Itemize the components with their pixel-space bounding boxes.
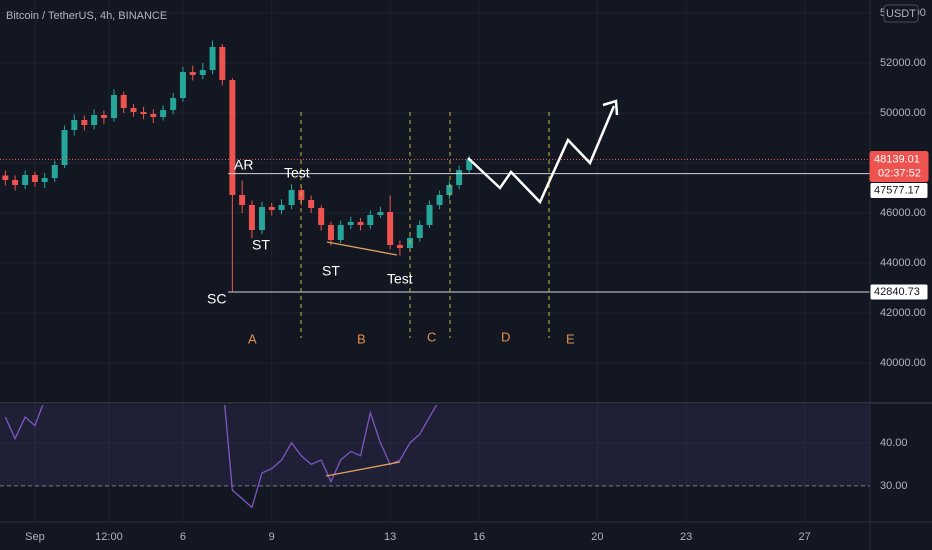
- rsi-trend-line: [325, 461, 401, 477]
- candle-body: [199, 70, 206, 75]
- candle-body: [377, 212, 384, 215]
- projection-arrowhead: [602, 99, 619, 116]
- price-tag: [869, 283, 929, 301]
- currency-label: USDT: [886, 8, 916, 20]
- candle-body: [110, 95, 117, 118]
- candle-body: [456, 170, 463, 185]
- chart-title: Bitcoin / TetherUS, 4h, BINANCE: [6, 10, 167, 22]
- candle-body: [170, 98, 177, 110]
- candle-body: [278, 205, 285, 210]
- annotation: Test: [284, 165, 310, 181]
- candle-body: [446, 185, 453, 195]
- candle-body: [219, 47, 226, 80]
- x-tick-label: 27: [798, 531, 810, 543]
- phase-label: E: [566, 331, 575, 346]
- y-tick-label: 40000.00: [880, 357, 926, 369]
- candle-body: [396, 245, 403, 248]
- phase-label: C: [427, 329, 436, 344]
- candle-body: [71, 120, 78, 130]
- countdown: 02:37:52: [878, 167, 921, 179]
- candle-body: [357, 222, 364, 225]
- candle-body: [81, 120, 88, 125]
- phase-label: A: [248, 331, 257, 346]
- candle-body: [51, 165, 58, 178]
- candle-body: [436, 195, 443, 205]
- price-tag-label: 42840.73: [874, 286, 920, 298]
- candle-body: [426, 205, 433, 225]
- x-tick-label: 16: [473, 531, 485, 543]
- candle-body: [318, 208, 325, 225]
- x-tick-label: Sep: [25, 531, 45, 543]
- annotation: ST: [322, 263, 340, 279]
- y-tick-label: 50000.00: [880, 107, 926, 119]
- x-tick-label: 12:00: [95, 531, 123, 543]
- phase-label: D: [501, 329, 510, 344]
- x-tick-label: 6: [180, 531, 186, 543]
- y-tick-label: 44000.00: [880, 257, 926, 269]
- y2-tick-label: 30.00: [880, 480, 908, 492]
- candle-body: [416, 225, 423, 238]
- candle-body: [466, 159, 473, 170]
- candle-body: [120, 95, 127, 108]
- candle-body: [160, 110, 167, 117]
- x-tick-label: 20: [591, 531, 603, 543]
- candle-body: [130, 108, 137, 112]
- candle-body: [100, 115, 107, 118]
- candle-body: [258, 207, 265, 230]
- annotation: SC: [207, 291, 226, 307]
- price-tag-label: 47577.17: [874, 184, 920, 196]
- candle-body: [12, 180, 19, 185]
- price-tag: [869, 182, 929, 200]
- phase-label: B: [357, 331, 366, 346]
- trend-line: [326, 241, 398, 256]
- candle-body: [2, 175, 9, 180]
- candle-body: [209, 47, 216, 70]
- candle-body: [140, 112, 147, 114]
- candle-body: [248, 205, 255, 230]
- candle-body: [189, 72, 196, 75]
- annotation: Test: [387, 271, 413, 287]
- y2-tick-label: 40.00: [880, 437, 908, 449]
- annotation: ST: [252, 237, 270, 253]
- y-tick-label: 46000.00: [880, 207, 926, 219]
- x-tick-label: 9: [269, 531, 275, 543]
- candle-body: [239, 195, 246, 205]
- x-tick-label: 13: [384, 531, 396, 543]
- rsi-band: [0, 405, 870, 486]
- candle-body: [229, 80, 236, 195]
- price-tag: [869, 151, 929, 183]
- candle-body: [150, 114, 157, 117]
- candle-body: [22, 175, 29, 185]
- annotation: AR: [234, 157, 253, 173]
- y-tick-label: 52000.00: [880, 57, 926, 69]
- candle-body: [288, 190, 295, 205]
- candle-body: [327, 225, 334, 240]
- projection-path: [467, 105, 616, 205]
- candle-body: [179, 72, 186, 98]
- drawings: AR Test ST ST Test SC A B C D E: [207, 99, 619, 477]
- candle-body: [268, 207, 275, 210]
- candle-body: [41, 178, 48, 182]
- y-tick-label: 42000.00: [880, 307, 926, 319]
- price-tag-label: 48139.01: [874, 153, 920, 165]
- candle-body: [91, 115, 98, 125]
- candle-body: [367, 215, 374, 225]
- candle-body: [387, 212, 394, 245]
- candle-body: [337, 225, 344, 240]
- candle-body: [31, 175, 38, 182]
- x-tick-label: 23: [680, 531, 692, 543]
- candle-body: [347, 222, 354, 225]
- currency-badge: [883, 4, 919, 23]
- candle-body: [61, 130, 68, 165]
- price-pane: [0, 40, 870, 293]
- candle-body: [308, 200, 315, 208]
